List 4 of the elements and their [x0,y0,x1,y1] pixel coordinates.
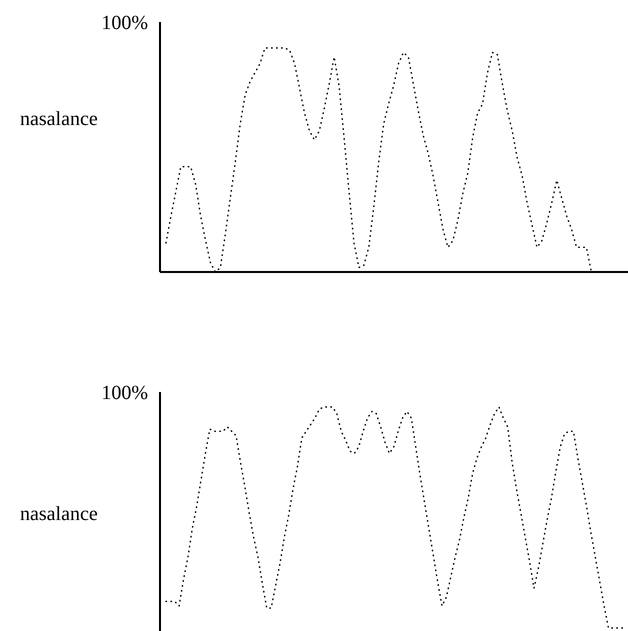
y-axis-title: nasalance [20,108,98,130]
text: 100% [101,382,148,404]
text: 100% [101,12,148,34]
y-axis-title: nasalance [20,503,98,525]
